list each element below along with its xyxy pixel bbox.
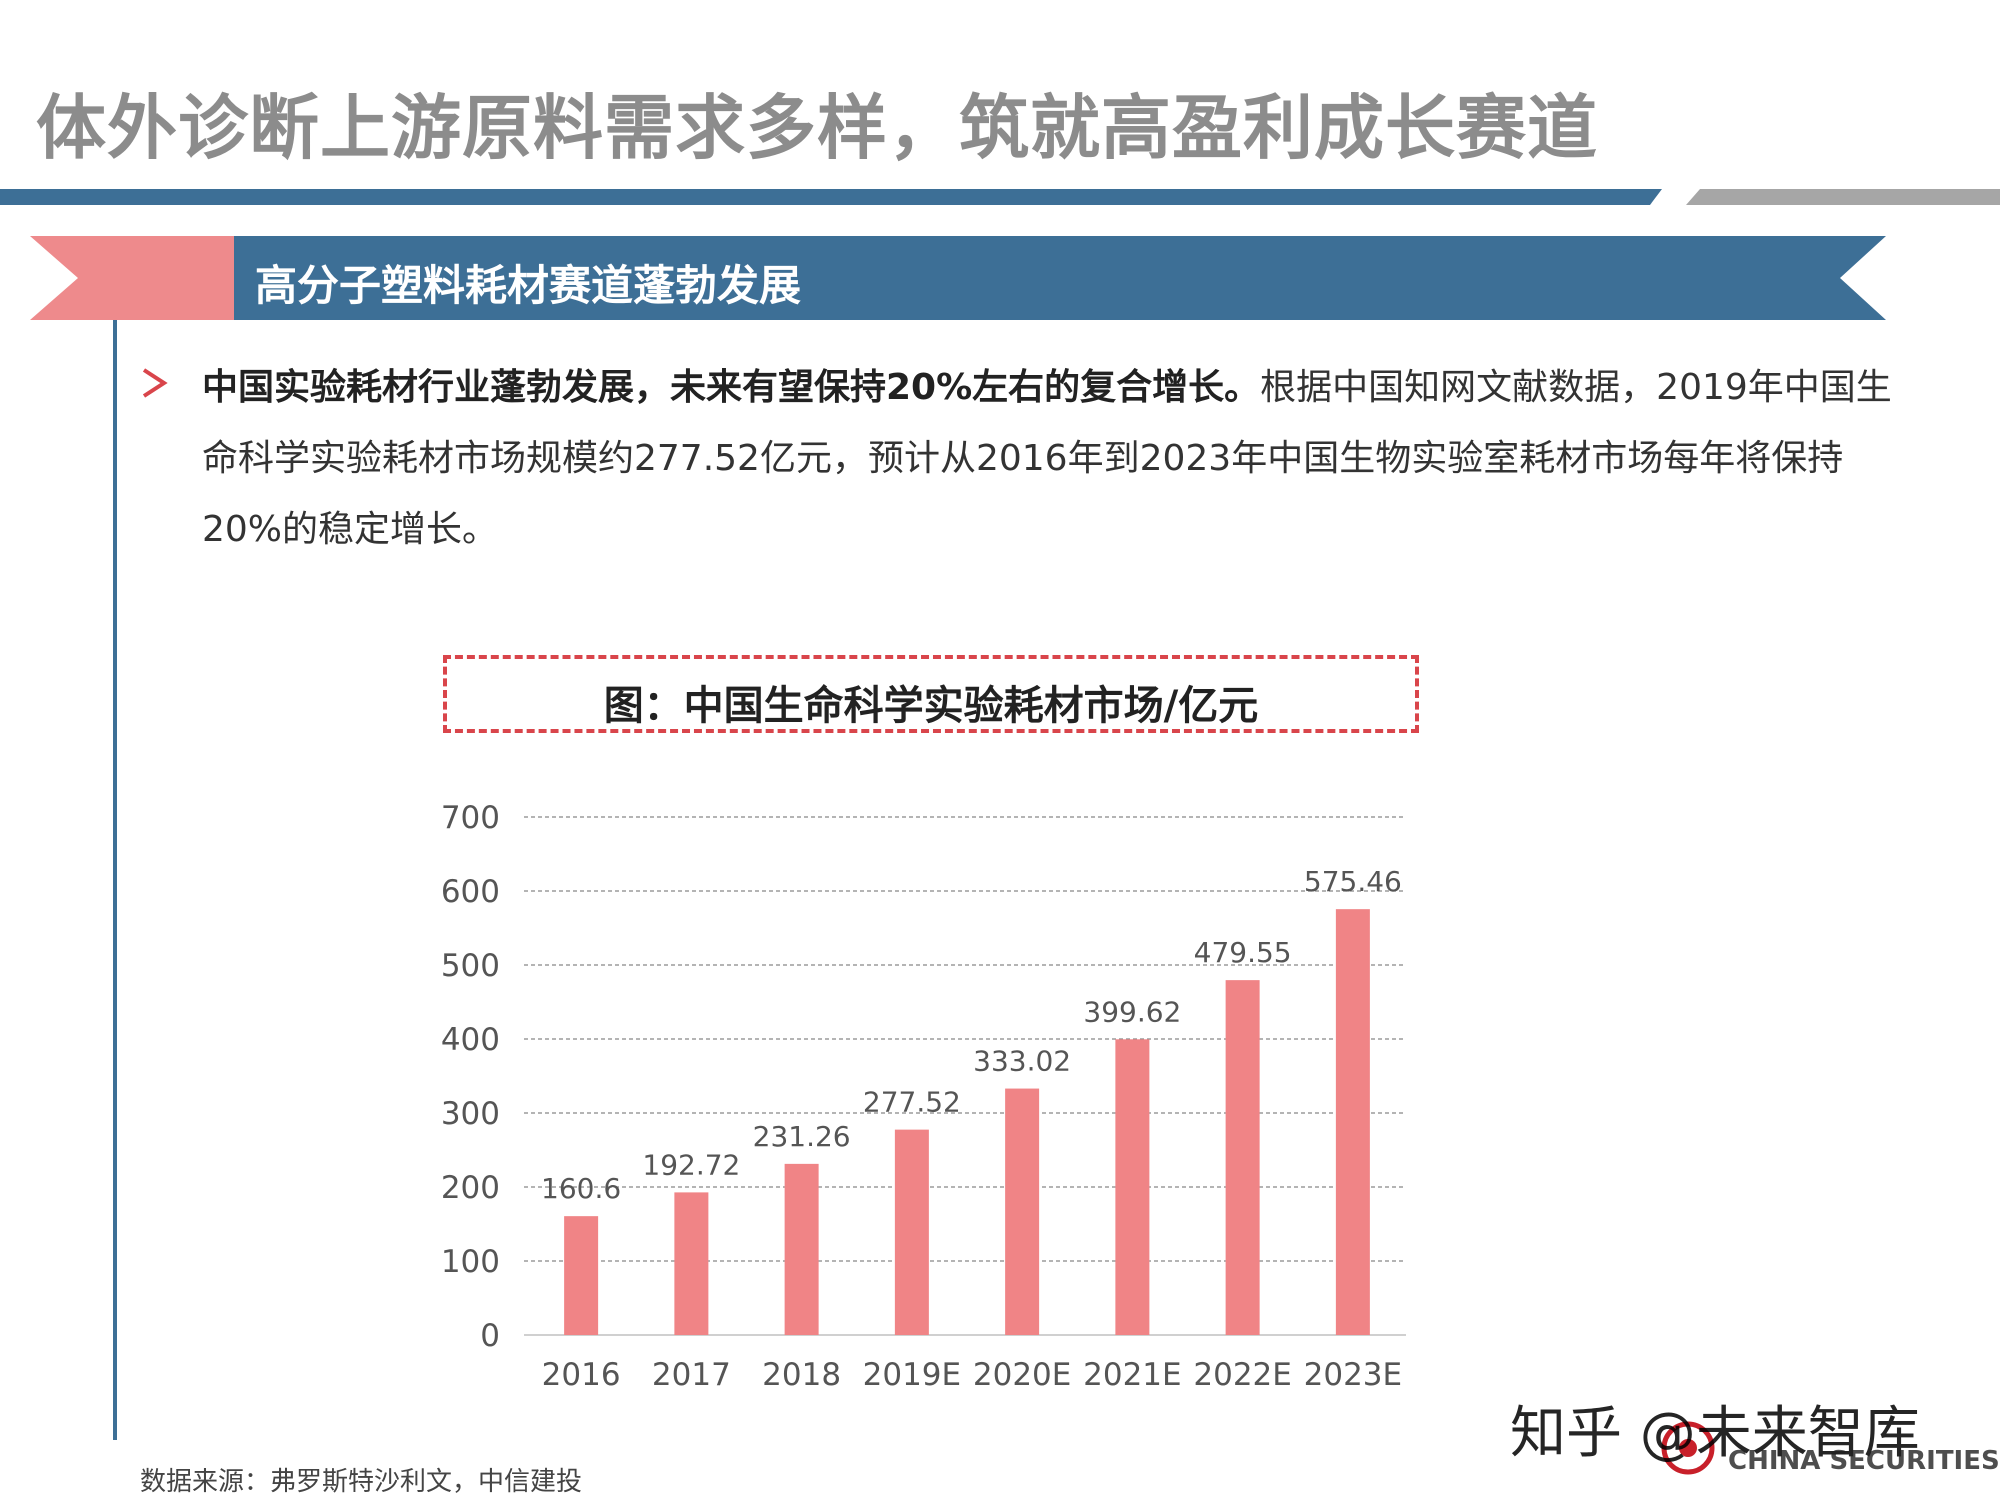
x-tick-label: 2020E xyxy=(973,1357,1071,1393)
left-accent-rule xyxy=(113,320,117,1440)
source-note: 数据来源：弗罗斯特沙利文，中信建投 xyxy=(140,1467,583,1497)
bullet-lead: 中国实验耗材行业蓬勃发展，未来有望保持20%左右的复合增长。 xyxy=(202,367,1261,408)
bar xyxy=(1335,909,1370,1335)
y-axis-tick-labels: 0 100 200 300 400 500 600 700 xyxy=(441,800,500,1354)
x-tick-label: 2021E xyxy=(1083,1357,1181,1393)
chart-title: 图：中国生命科学实验耗材市场/亿元 xyxy=(603,683,1259,729)
data-label: 231.26 xyxy=(753,1120,851,1153)
x-tick-label: 2016 xyxy=(542,1357,621,1393)
bar xyxy=(564,1216,599,1335)
y-tick-label: 500 xyxy=(441,948,500,984)
section-title: 高分子塑料耗材赛道蓬勃发展 xyxy=(255,261,802,310)
bullet-paragraph: 中国实验耗材行业蓬勃发展，未来有望保持20%左右的复合增长。根据中国知网文献数据… xyxy=(202,352,1922,565)
data-label: 333.02 xyxy=(973,1045,1071,1078)
bar xyxy=(1115,1039,1150,1335)
x-tick-label: 2017 xyxy=(652,1357,731,1393)
data-label: 575.46 xyxy=(1304,865,1402,898)
x-axis-tick-labels: 2016 2017 2018 2019E 2020E 2021E 2022E 2023E xyxy=(542,1357,1402,1393)
y-tick-label: 100 xyxy=(441,1244,500,1280)
data-label: 160.6 xyxy=(541,1172,621,1205)
watermark-text: 知乎 @未来智库 xyxy=(1510,1401,1920,1466)
bar xyxy=(674,1192,709,1335)
y-tick-label: 600 xyxy=(441,874,500,910)
x-tick-label: 2018 xyxy=(762,1357,841,1393)
chart-title-box: 图：中国生命科学实验耗材市场/亿元 xyxy=(443,655,1419,733)
arrow-bullet-icon xyxy=(142,368,168,398)
header-divider-bar xyxy=(0,189,2000,205)
bar xyxy=(1225,980,1260,1335)
bar-chart: 0 100 200 300 400 500 600 700 160.6 192.72 231.26… xyxy=(441,800,1406,1393)
data-label: 479.55 xyxy=(1194,936,1292,969)
bullet-body: 根据中国知网文献数据，2019年中国生命科学实验耗材市场规模约277.52亿元，… xyxy=(202,367,1892,550)
y-tick-label: 300 xyxy=(441,1096,500,1132)
chart-gridlines xyxy=(524,816,1406,1336)
data-label: 277.52 xyxy=(863,1086,961,1119)
x-tick-label: 2023E xyxy=(1304,1357,1402,1393)
y-tick-label: 0 xyxy=(480,1318,500,1354)
logo-subtext: CHINA SECURITIES xyxy=(1728,1446,2000,1476)
chart-data-labels: 160.6 192.72 231.26 277.52 333.02 399.62 479.5… xyxy=(541,865,1402,1205)
section-banner xyxy=(30,236,1886,320)
y-tick-label: 400 xyxy=(441,1022,500,1058)
bar xyxy=(894,1129,929,1335)
x-tick-label: 2019E xyxy=(863,1357,961,1393)
data-label: 192.72 xyxy=(642,1148,740,1181)
china-securities-logo-icon xyxy=(1661,1421,1715,1475)
chart-bars xyxy=(564,909,1370,1335)
bar xyxy=(784,1163,819,1335)
y-tick-label: 700 xyxy=(441,800,500,836)
bar xyxy=(1005,1088,1040,1335)
x-tick-label: 2022E xyxy=(1193,1357,1291,1393)
y-tick-label: 200 xyxy=(441,1170,500,1206)
page-title: 体外诊断上游原料需求多样，筑就高盈利成长赛道 xyxy=(36,87,1598,169)
data-label: 399.62 xyxy=(1083,995,1181,1028)
